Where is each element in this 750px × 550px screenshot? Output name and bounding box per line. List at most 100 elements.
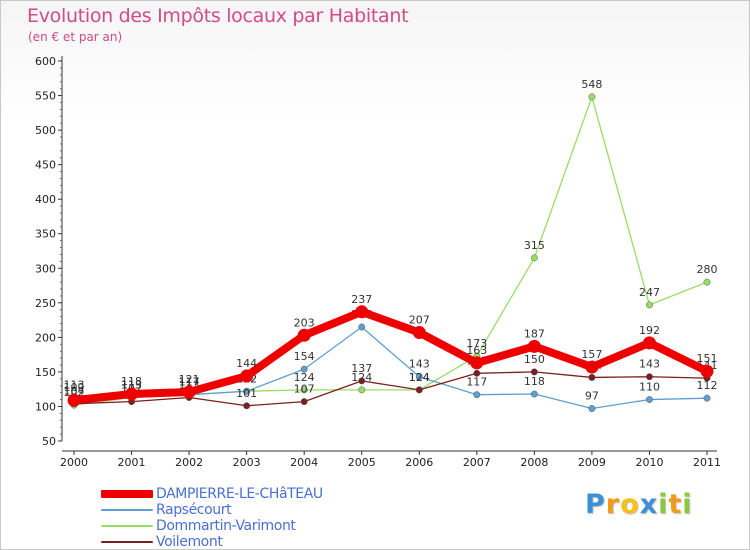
- data-point-dommartin-varimont: [530, 254, 538, 262]
- data-point-voilemont: [300, 398, 308, 406]
- data-point-raps-court: [473, 391, 481, 399]
- data-label-raps-court: 117: [466, 376, 487, 389]
- y-tick-label: 200: [35, 331, 56, 344]
- logo-letter: o: [620, 489, 640, 520]
- data-point-voilemont: [530, 368, 538, 376]
- data-label-dampierre-le-ch-teau: 203: [294, 316, 315, 329]
- x-tick-label: 2009: [578, 456, 606, 469]
- x-tick-label: 2003: [233, 456, 261, 469]
- series-line-voilemont: [73, 371, 708, 407]
- x-tick-label: 2011: [693, 456, 721, 469]
- legend-item: Dommartin-Varimont: [101, 518, 296, 534]
- x-tick-label: 2001: [118, 456, 146, 469]
- data-point-raps-court: [415, 373, 423, 381]
- series-line-dampierre-le-ch-teau: [70, 307, 711, 405]
- x-tick-label: 2006: [405, 456, 433, 469]
- data-label-voilemont: 107: [294, 383, 315, 396]
- x-tick-label: 2010: [635, 456, 663, 469]
- legend-item: DAMPIERRE-LE-CHâTEAU: [101, 486, 323, 502]
- logo-letter: r: [605, 489, 621, 520]
- data-label-raps-court: 113: [64, 378, 85, 391]
- legend-swatch: [101, 490, 153, 498]
- y-tick-label: 150: [35, 366, 56, 379]
- legend-label: Dommartin-Varimont: [156, 518, 296, 534]
- y-tick-label: 450: [35, 159, 56, 172]
- data-label-voilemont: 143: [639, 358, 660, 371]
- legend-item: Rapsécourt: [101, 502, 232, 518]
- y-tick-label: 550: [35, 90, 56, 103]
- data-label-raps-court: 110: [639, 381, 660, 394]
- data-label-raps-court: 143: [409, 358, 430, 371]
- data-point-raps-court: [243, 387, 251, 395]
- data-label-raps-court: 154: [294, 350, 315, 363]
- legend-item: Voilemont: [101, 534, 223, 550]
- data-label-raps-court: 117: [179, 376, 200, 389]
- data-label-dommartin-varimont: 548: [581, 78, 602, 91]
- data-label-dommartin-varimont: 117: [179, 376, 200, 389]
- y-tick-label: 250: [35, 297, 56, 310]
- data-point-dampierre-le-ch-teau: [182, 385, 196, 399]
- data-label-dommartin-varimont: 280: [697, 263, 718, 276]
- data-point-raps-court: [588, 405, 596, 412]
- data-label-dampierre-le-ch-teau: 121: [179, 373, 200, 386]
- proxiti-logo: Proxiti: [585, 489, 693, 520]
- logo-letter: x: [639, 489, 659, 520]
- data-label-voilemont: 104: [64, 385, 85, 398]
- data-point-dommartin-varimont: [588, 93, 596, 101]
- data-label-dampierre-le-ch-teau: 144: [236, 357, 257, 370]
- data-label-voilemont: 150: [524, 353, 545, 366]
- data-label-dampierre-le-ch-teau: 237: [351, 293, 372, 306]
- data-label-raps-court: 118: [524, 375, 545, 388]
- data-point-dampierre-le-ch-teau: [125, 387, 139, 401]
- y-tick-label: 300: [35, 262, 56, 275]
- data-point-raps-court: [703, 394, 711, 402]
- data-point-raps-court: [300, 365, 308, 373]
- data-point-raps-court: [358, 323, 366, 331]
- data-point-dampierre-le-ch-teau: [642, 336, 656, 350]
- legend-label: DAMPIERRE-LE-CHâTEAU: [156, 486, 323, 502]
- data-point-voilemont: [415, 386, 423, 394]
- x-tick-label: 2002: [175, 456, 203, 469]
- data-point-dampierre-le-ch-teau: [67, 393, 81, 407]
- x-tick-label: 2005: [348, 456, 376, 469]
- legend-label: Voilemont: [156, 534, 223, 550]
- data-point-dommartin-varimont: [646, 301, 653, 309]
- data-label-voilemont: 137: [351, 362, 372, 375]
- data-point-voilemont: [646, 373, 653, 381]
- data-point-dampierre-le-ch-teau: [240, 369, 254, 383]
- data-label-dommartin-varimont: 247: [639, 286, 660, 299]
- data-label-dommartin-varimont: 315: [524, 239, 545, 252]
- data-point-raps-court: [646, 396, 653, 403]
- data-point-dampierre-le-ch-teau: [412, 326, 426, 340]
- data-point-dampierre-le-ch-teau: [527, 339, 541, 353]
- data-label-raps-court: 113: [121, 378, 142, 391]
- data-label-dampierre-le-ch-teau: 207: [409, 314, 430, 327]
- logo-letter: P: [585, 489, 606, 520]
- data-label-dampierre-le-ch-teau: 151: [697, 352, 718, 365]
- data-label-dommartin-varimont: 173: [466, 337, 487, 350]
- data-point-dommartin-varimont: [703, 278, 711, 286]
- y-tick-label: 350: [35, 228, 56, 241]
- data-point-dampierre-le-ch-teau: [700, 364, 714, 378]
- data-point-voilemont: [243, 402, 251, 410]
- legend-swatch: [101, 509, 153, 511]
- data-label-voilemont: 124: [409, 371, 430, 384]
- y-tick-label: 100: [35, 400, 56, 413]
- x-tick-label: 2008: [520, 456, 548, 469]
- data-label-voilemont: 101: [236, 387, 257, 400]
- data-label-dampierre-le-ch-teau: 118: [121, 375, 142, 388]
- data-point-dampierre-le-ch-teau: [470, 356, 484, 370]
- data-label-dampierre-le-ch-teau: 187: [524, 327, 545, 340]
- chart-title: Evolution des Impôts locaux par Habitant: [27, 5, 409, 27]
- data-point-raps-court: [530, 390, 538, 398]
- logo-letter: i: [682, 489, 693, 520]
- data-label-dommartin-varimont: 113: [121, 378, 142, 391]
- data-label-dampierre-le-ch-teau: 109: [64, 381, 85, 394]
- data-label-raps-court: 97: [585, 390, 599, 403]
- logo-letter: i: [658, 489, 669, 520]
- legend-swatch: [101, 541, 153, 543]
- y-tick-label: 50: [42, 435, 56, 448]
- data-label-dommartin-varimont: 124: [351, 371, 372, 384]
- data-point-voilemont: [358, 377, 366, 385]
